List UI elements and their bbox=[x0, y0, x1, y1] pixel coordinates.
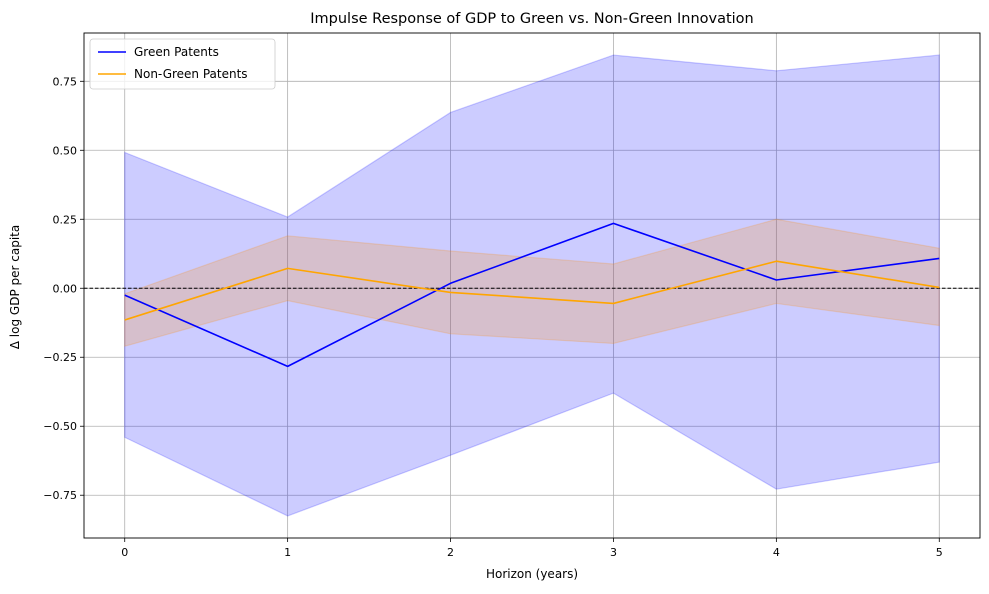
x-axis-label: Horizon (years) bbox=[486, 567, 578, 581]
grid bbox=[84, 33, 980, 538]
y-axis-label: Δ log GDP per capita bbox=[8, 225, 22, 349]
series-lines bbox=[124, 222, 940, 368]
legend: Green Patents Non-Green Patents bbox=[89, 38, 276, 90]
series-line-green-patents bbox=[124, 222, 940, 368]
legend-label-green-patents: Green Patents bbox=[134, 45, 219, 59]
series-line-non-green-patents bbox=[124, 260, 940, 321]
x-tick-label: 2 bbox=[447, 546, 454, 559]
x-tick-label: 0 bbox=[121, 546, 128, 559]
y-tick-label: 0.25 bbox=[53, 213, 78, 226]
y-tick-label: 0.50 bbox=[53, 144, 78, 157]
legend-box bbox=[89, 38, 276, 90]
y-tick-label: −0.50 bbox=[43, 420, 77, 433]
y-axis-ticks: −0.75 −0.50 −0.25 0.00 0.25 0.50 0.75 bbox=[43, 75, 84, 502]
confidence-bands bbox=[124, 54, 940, 517]
legend-label-non-green-patents: Non-Green Patents bbox=[134, 67, 248, 81]
x-axis-ticks: 0 1 2 3 4 5 bbox=[121, 538, 943, 559]
axes-frame bbox=[83, 32, 981, 539]
y-tick-label: 0.00 bbox=[53, 282, 78, 295]
x-tick-label: 1 bbox=[284, 546, 291, 559]
x-tick-label: 3 bbox=[610, 546, 617, 559]
y-tick-label: −0.75 bbox=[43, 489, 77, 502]
y-tick-label: −0.25 bbox=[43, 351, 77, 364]
y-tick-label: 0.75 bbox=[53, 75, 78, 88]
chart-title: Impulse Response of GDP to Green vs. Non… bbox=[310, 11, 754, 27]
x-tick-label: 4 bbox=[773, 546, 780, 559]
confidence-band-green-patents bbox=[124, 54, 940, 517]
x-tick-label: 5 bbox=[936, 546, 943, 559]
confidence-band-non-green-patents bbox=[124, 218, 940, 348]
